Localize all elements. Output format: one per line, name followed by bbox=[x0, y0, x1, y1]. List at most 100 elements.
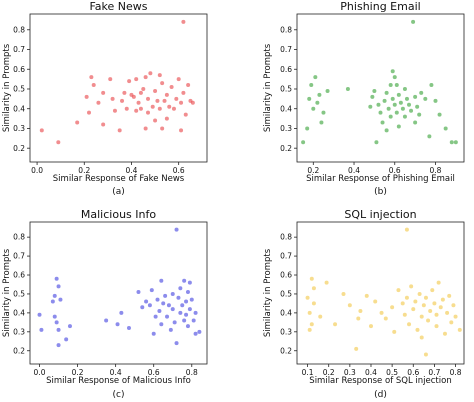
scatter-point bbox=[347, 303, 352, 308]
scatter-point bbox=[368, 104, 373, 109]
scatter-point bbox=[373, 299, 378, 304]
y-tick-label: 0.7 bbox=[13, 45, 25, 54]
scatter-points bbox=[37, 227, 202, 348]
scatter-point bbox=[358, 308, 363, 313]
scatter-point bbox=[56, 327, 61, 332]
y-tick-label: 0.4 bbox=[280, 308, 292, 317]
y-tick-label: 0.8 bbox=[280, 233, 292, 242]
x-ticks: 0.0 0.2 0.4 0.6 bbox=[31, 162, 185, 175]
scatter-point bbox=[190, 100, 195, 105]
scatter-point bbox=[54, 320, 59, 325]
scatter-point bbox=[305, 126, 310, 131]
scatter-point bbox=[179, 100, 184, 105]
y-tick-label: 0.4 bbox=[13, 104, 25, 113]
scatter-point bbox=[183, 112, 188, 117]
scatter-point bbox=[423, 295, 428, 300]
scatter-point bbox=[187, 280, 192, 285]
panel-phishing-email: Phishing Email Similar Response of Phish… bbox=[263, 0, 465, 197]
scatter-point bbox=[404, 96, 409, 101]
scatter-point bbox=[184, 312, 189, 317]
scatter-point bbox=[402, 86, 407, 91]
scatter-point bbox=[396, 288, 401, 293]
scatter-point bbox=[396, 92, 401, 97]
scatter-point bbox=[112, 108, 117, 113]
scatter-point bbox=[67, 324, 72, 329]
scatter-point bbox=[140, 305, 145, 310]
scatter-point bbox=[191, 318, 196, 323]
y-ticks: 0.2 0.3 0.4 0.5 0.6 0.7 0.8 bbox=[280, 25, 297, 153]
scatter-point bbox=[172, 320, 177, 325]
panel-title: Phishing Email bbox=[340, 0, 420, 13]
y-tick-label: 0.2 bbox=[13, 346, 25, 355]
scatter-point bbox=[409, 108, 414, 113]
scatter-point bbox=[413, 299, 418, 304]
x-axis-label: Similar Response of Malicious Info bbox=[46, 376, 191, 386]
x-tick-label: 0.2 bbox=[78, 166, 90, 175]
scatter-point bbox=[325, 88, 330, 93]
scatter-point bbox=[434, 312, 439, 317]
x-tick-label: 0.0 bbox=[34, 368, 46, 377]
scatter-point bbox=[159, 322, 164, 327]
x-tick-label: 0.8 bbox=[430, 166, 442, 175]
scatter-point bbox=[447, 293, 452, 298]
scatter-point bbox=[390, 305, 395, 310]
scatter-point bbox=[404, 227, 409, 232]
scatter-point bbox=[153, 314, 158, 319]
scatter-point bbox=[184, 299, 189, 304]
scatter-point bbox=[384, 90, 389, 95]
scatter-point bbox=[138, 106, 143, 111]
scatter-point bbox=[404, 295, 409, 300]
panel-title: SQL injection bbox=[344, 208, 416, 221]
scatter-point bbox=[169, 85, 174, 90]
scatter-point bbox=[415, 104, 420, 109]
x-axis-label: Similar Response of Phishing Email bbox=[306, 174, 455, 184]
scatter-point bbox=[52, 314, 57, 319]
scatter-point bbox=[52, 293, 57, 298]
panel-caption: (a) bbox=[112, 187, 125, 197]
x-tick-label: 0.4 bbox=[365, 368, 377, 377]
x-axis-label: Similar Response of SQL injection bbox=[309, 376, 451, 386]
x-ticks: 0.0 0.2 0.4 0.6 0.8 bbox=[34, 364, 198, 377]
scatter-point bbox=[170, 291, 175, 296]
scatter-point bbox=[374, 140, 379, 145]
y-tick-label: 0.8 bbox=[280, 25, 292, 34]
scatter-point bbox=[438, 305, 443, 310]
scatter-point bbox=[370, 94, 375, 99]
x-tick-label: 0.7 bbox=[428, 368, 440, 377]
plot-frame bbox=[29, 13, 208, 163]
scatter-point bbox=[413, 94, 418, 99]
y-tick-label: 0.5 bbox=[13, 290, 25, 299]
scatter-point bbox=[176, 295, 181, 300]
scatter-point bbox=[171, 106, 176, 111]
scatter-point bbox=[157, 308, 162, 313]
scatter-point bbox=[87, 110, 91, 115]
scatter-point bbox=[364, 293, 369, 298]
scatter-point bbox=[181, 19, 186, 24]
scatter-point bbox=[187, 307, 192, 312]
scatter-point bbox=[427, 134, 432, 139]
scatter-point bbox=[164, 92, 169, 97]
scatter-point bbox=[415, 327, 420, 332]
scatter-point bbox=[453, 140, 458, 145]
scatter-point bbox=[437, 112, 442, 117]
y-axis-label: Similarity in Prompts bbox=[2, 248, 12, 337]
panel-malicious-info: Malicious Info Similar Response of Malic… bbox=[2, 208, 208, 400]
y-tick-label: 0.3 bbox=[280, 327, 292, 336]
scatter-point bbox=[179, 128, 184, 133]
x-axis-label: Similar Response of Fake News bbox=[53, 174, 185, 184]
scatter-point bbox=[155, 297, 160, 302]
scatter-point bbox=[436, 280, 441, 285]
y-tick-label: 0.3 bbox=[13, 327, 25, 336]
scatter-point bbox=[91, 83, 96, 88]
scatter-point bbox=[178, 286, 183, 291]
scatter-point bbox=[386, 106, 391, 111]
scatter-point bbox=[423, 96, 428, 101]
scatter-point bbox=[163, 293, 168, 298]
scatter-point bbox=[309, 322, 314, 327]
panel-sql-injection: SQL injection Similar Response of SQL in… bbox=[263, 208, 465, 400]
scatter-point bbox=[449, 140, 454, 145]
x-tick-label: 0.5 bbox=[386, 368, 398, 377]
scatter-point bbox=[400, 301, 405, 306]
scatter-point bbox=[440, 297, 445, 302]
scatter-point bbox=[162, 98, 167, 103]
